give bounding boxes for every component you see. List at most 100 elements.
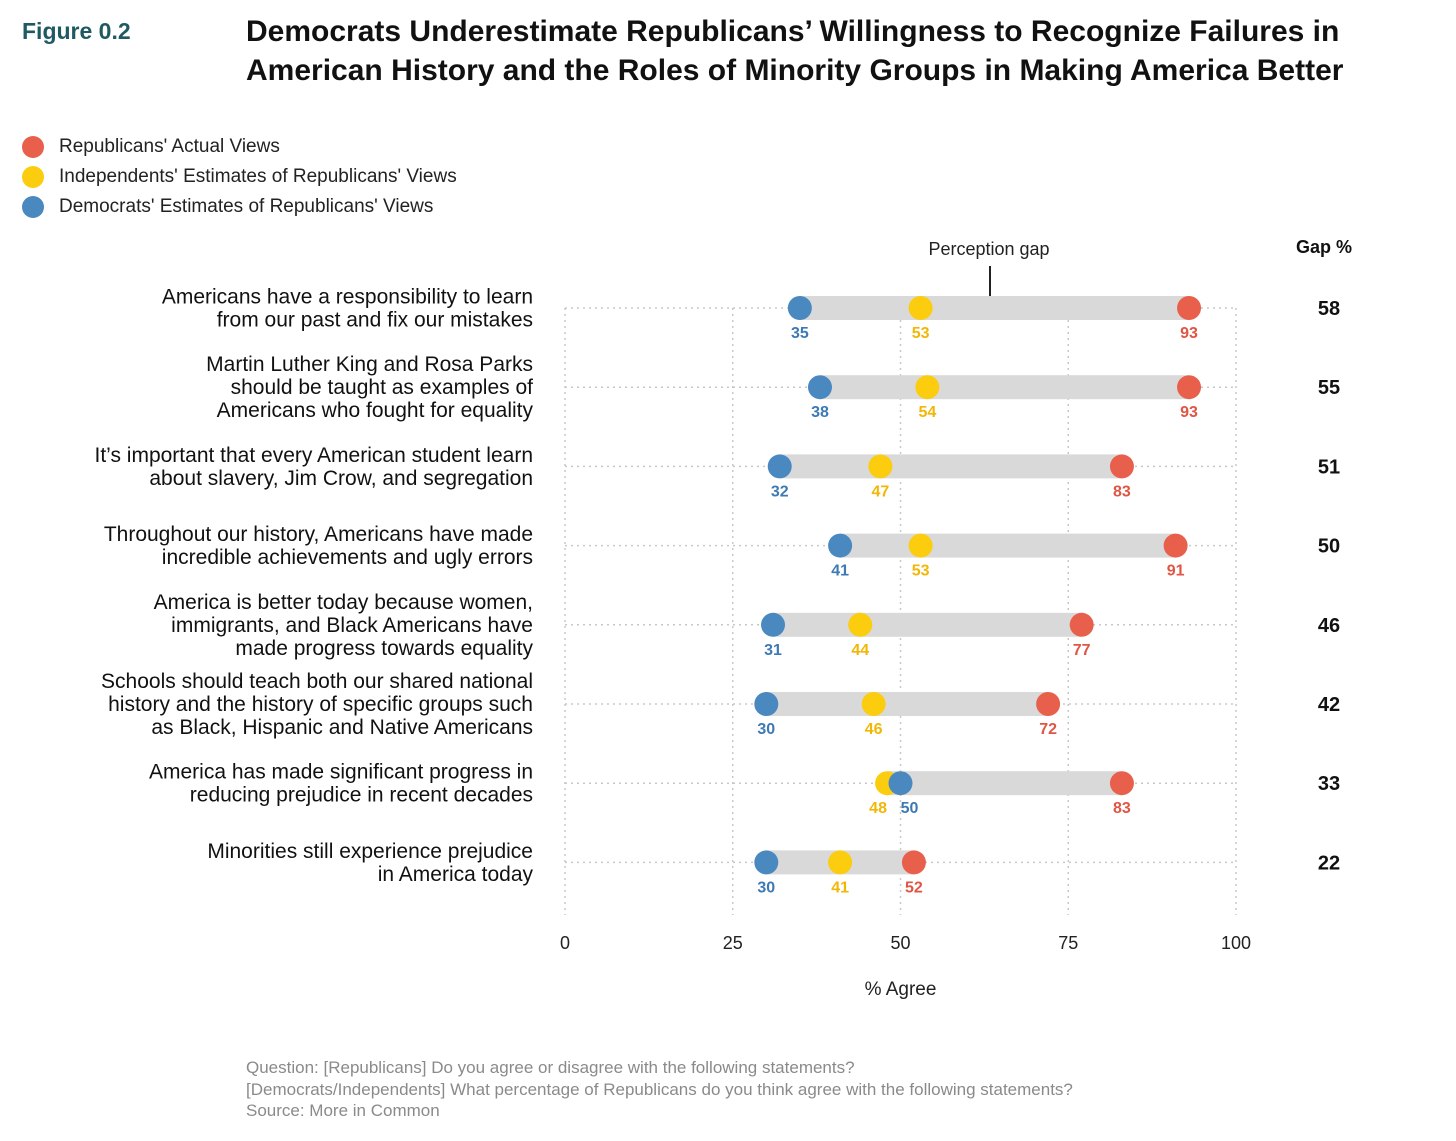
footer-source: Source: More in Common: [246, 1101, 440, 1120]
row-label: as Black, Hispanic and Native Americans: [151, 716, 533, 739]
gap-value: 22: [1318, 852, 1340, 874]
legend-dot-blue: [22, 196, 44, 218]
row-label: It’s important that every American stude…: [95, 444, 534, 467]
row-label: Americans who fought for equality: [217, 399, 534, 422]
row-label: reducing prejudice in recent decades: [190, 784, 533, 807]
x-tick-label: 50: [890, 933, 910, 953]
dot-democrats: [807, 375, 832, 400]
value-label: 31: [764, 642, 782, 659]
row-label: made progress towards equality: [235, 637, 533, 660]
range-bar: [887, 771, 1122, 796]
dot-republicans: [1069, 612, 1094, 637]
value-label: 35: [791, 325, 809, 342]
dot-independents: [848, 612, 873, 637]
dot-republicans: [1177, 296, 1202, 320]
range-bar: [773, 612, 1082, 637]
dot-republicans: [1177, 375, 1202, 400]
gap-header: Gap %: [1296, 237, 1352, 257]
legend-dot-red: [22, 136, 44, 158]
dot-independents: [908, 533, 933, 558]
dot-independents: [868, 454, 893, 479]
gap-value: 33: [1318, 773, 1340, 795]
value-label: 53: [912, 563, 930, 580]
range-bar: [799, 296, 1190, 320]
row-label: should be taught as examples of: [231, 376, 534, 399]
value-label: 91: [1167, 563, 1185, 580]
row-label: immigrants, and Black Americans have: [171, 614, 533, 637]
dot-republicans: [1036, 692, 1061, 716]
value-label: 77: [1073, 642, 1091, 659]
dot-democrats: [787, 296, 812, 320]
row-label: incredible achievements and ugly errors: [162, 546, 533, 569]
dot-democrats: [761, 612, 786, 637]
x-tick-label: 25: [723, 933, 743, 953]
gap-value: 42: [1318, 694, 1340, 716]
value-label: 54: [918, 404, 936, 421]
row-label: America is better today because women,: [154, 591, 533, 614]
range-bar: [819, 375, 1190, 400]
value-label: 44: [851, 642, 869, 659]
x-tick-label: 75: [1058, 933, 1078, 953]
dot-independents: [861, 692, 886, 716]
range-bar: [779, 454, 1122, 479]
legend-dot-yellow: [22, 166, 44, 188]
row-label: Throughout our history, Americans have m…: [104, 523, 533, 546]
gap-value: 55: [1318, 377, 1340, 399]
dot-republicans: [901, 850, 926, 875]
dot-independents: [915, 375, 940, 400]
legend: Republicans' Actual Views Independents' …: [22, 132, 457, 222]
chart-title: Democrats Underestimate Republicans’ Wil…: [246, 12, 1426, 90]
dot-republicans: [1109, 454, 1134, 479]
row-label: Minorities still experience prejudice: [207, 840, 533, 863]
value-label: 52: [905, 879, 923, 896]
legend-item-republicans: Republicans' Actual Views: [22, 132, 457, 162]
gap-value: 58: [1318, 298, 1340, 320]
legend-label: Republicans' Actual Views: [59, 136, 280, 157]
range-bar: [766, 692, 1049, 716]
value-label: 38: [811, 404, 829, 421]
footer: Question: [Republicans] Do you agree or …: [246, 1057, 1073, 1122]
footer-question-2: [Democrats/Independents] What percentage…: [246, 1079, 1073, 1099]
dot-democrats: [888, 771, 913, 796]
row-label: Schools should teach both our shared nat…: [101, 670, 533, 693]
value-label: 47: [871, 483, 889, 500]
value-label: 30: [757, 879, 775, 896]
x-tick-label: 100: [1221, 933, 1251, 953]
value-label: 46: [865, 721, 883, 738]
gap-value: 50: [1318, 536, 1340, 558]
gap-value: 51: [1318, 456, 1340, 478]
legend-label: Democrats' Estimates of Republicans' Vie…: [59, 196, 434, 217]
row-label: about slavery, Jim Crow, and segregation: [149, 467, 533, 490]
value-label: 53: [912, 325, 930, 342]
value-label: 32: [771, 483, 789, 500]
value-label: 93: [1180, 404, 1198, 421]
x-tick-label: 0: [560, 933, 570, 953]
value-label: 83: [1113, 483, 1131, 500]
value-label: 41: [831, 563, 849, 580]
x-axis-label: % Agree: [865, 979, 937, 1000]
dot-democrats: [754, 850, 779, 875]
title-line: American History and the Roles of Minori…: [246, 54, 1344, 87]
dot-independents: [908, 296, 933, 320]
dot-republicans: [1163, 533, 1188, 558]
perception-gap-annotation: Perception gap: [928, 239, 1049, 259]
title-line: Democrats Underestimate Republicans’ Wil…: [246, 15, 1340, 48]
range-bar: [840, 533, 1176, 558]
value-label: 30: [757, 721, 775, 738]
value-label: 48: [869, 800, 887, 817]
value-label: 72: [1039, 721, 1057, 738]
dot-democrats: [828, 533, 853, 558]
value-label: 83: [1113, 800, 1131, 817]
footer-question: Question: [Republicans] Do you agree or …: [246, 1058, 855, 1077]
dot-democrats: [767, 454, 792, 479]
value-label: 41: [831, 879, 849, 896]
row-label: America has made significant progress in: [149, 761, 533, 784]
value-label: 93: [1180, 325, 1198, 342]
legend-label: Independents' Estimates of Republicans' …: [59, 166, 457, 187]
dot-republicans: [1109, 771, 1134, 796]
dot-independents: [828, 850, 853, 875]
row-label: from our past and fix our mistakes: [217, 309, 533, 332]
row-label: Martin Luther King and Rosa Parks: [206, 353, 533, 376]
row-label: Americans have a responsibility to learn: [162, 286, 533, 309]
dot-democrats: [754, 692, 779, 716]
